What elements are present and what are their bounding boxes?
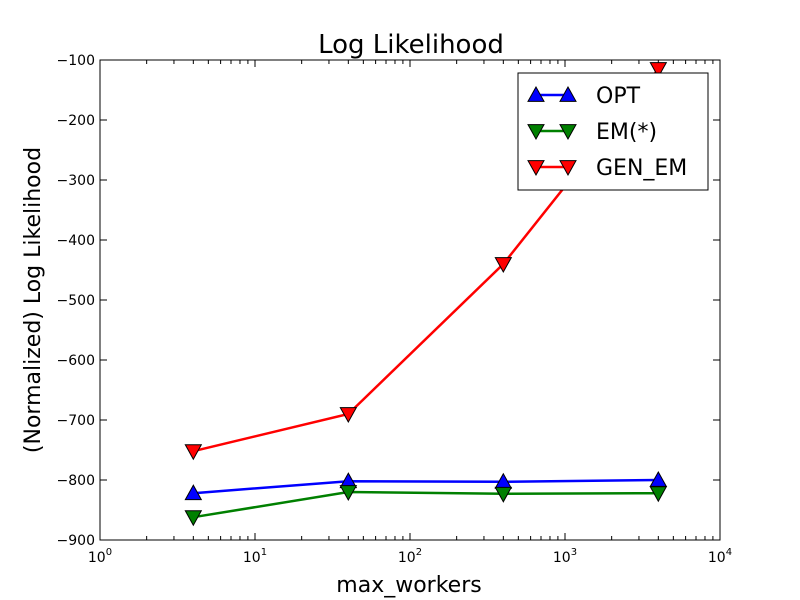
y-tick-label: −200 [57,113,95,129]
legend-marker [559,85,577,102]
legend-marker [559,124,577,141]
x-tick-label: 102 [398,547,422,566]
legend-entry: GEN_EM [527,156,687,181]
legend-label: GEN_EM [596,156,687,181]
chart-title: Log Likelihood [318,30,504,60]
y-tick-label: −800 [57,473,95,489]
y-tick-label: −300 [57,173,95,189]
y-tick-label: −600 [57,353,95,369]
data-point [649,62,668,79]
legend-marker [527,124,545,141]
y-tick-label: −500 [57,293,95,309]
data-point [184,444,203,461]
data-point [184,484,203,501]
series-line [193,490,659,519]
series-line [193,478,659,495]
series-opt [184,470,668,501]
legend-entry: OPT [527,84,641,109]
x-axis-title: max_workers [336,573,481,598]
legend-marker [527,85,545,102]
series-em- [184,485,668,527]
legend-marker [527,160,545,177]
data-point [184,510,203,527]
y-tick-label: −900 [57,533,95,549]
x-tick-label: 100 [88,547,112,566]
legend-label: EM(*) [596,120,657,145]
x-tick-label: 103 [553,547,577,566]
data-point [339,485,358,502]
legend-entry: EM(*) [527,120,657,145]
data-point [494,257,513,274]
y-axis-title: (Normalized) Log Likelihood [21,147,46,453]
legend-marker [559,160,577,177]
legend: OPT EM(*) GEN_EM [517,72,709,191]
data-point [494,486,513,503]
x-tick-label: 104 [708,547,732,566]
data-point [649,486,668,503]
y-tick-label: −400 [57,233,95,249]
y-tick-label: −100 [57,53,95,69]
legend-label: OPT [596,84,641,109]
x-tick-label: 101 [243,547,267,566]
data-point [339,407,358,424]
y-tick-label: −700 [57,413,95,429]
